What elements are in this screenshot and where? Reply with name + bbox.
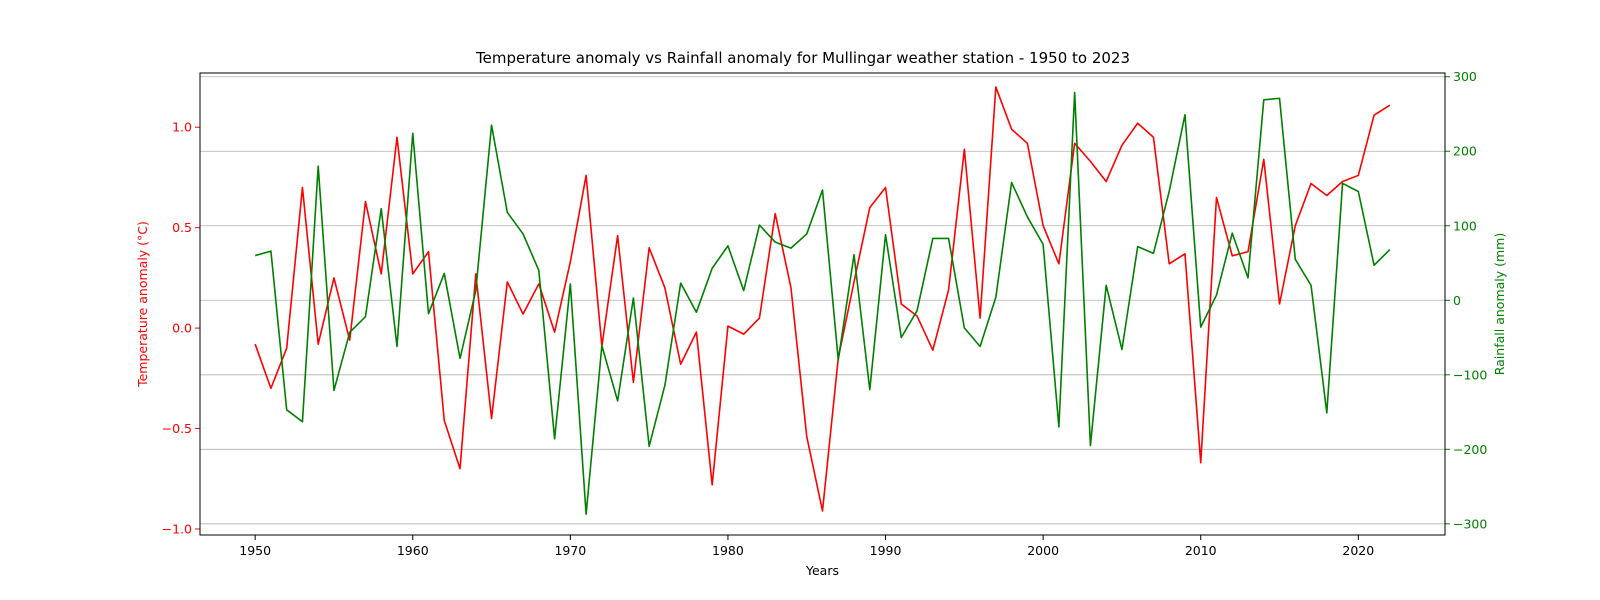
left-tick-label: 0.0 (172, 321, 192, 336)
right-tick-label: −300 (1453, 516, 1487, 531)
right-tick-label: 100 (1453, 218, 1477, 233)
x-axis-title: Years (805, 563, 839, 578)
left-tick-label: 0.5 (172, 220, 192, 235)
right-tick-label: 300 (1453, 69, 1477, 84)
right-tick-label: −100 (1453, 367, 1487, 382)
x-tick-label: 2010 (1185, 543, 1217, 558)
left-tick-label: 1.0 (172, 120, 192, 135)
axes: 1950 1960 1970 1980 1990 2000 2010 2020−1.0−0.5… (162, 69, 1488, 558)
left-tick-label: −0.5 (162, 421, 192, 436)
x-tick-label: 1980 (712, 543, 744, 558)
rainfall-anomaly-line (254, 91, 1391, 515)
x-tick-label: 1950 (239, 543, 271, 558)
series-lines (254, 86, 1391, 515)
x-tick-label: 2000 (1027, 543, 1059, 558)
plot-frame (199, 72, 1446, 536)
x-tick-label: 1960 (397, 543, 429, 558)
grid-lines (200, 76, 1445, 525)
chart-title: Temperature anomaly vs Rainfall anomaly … (475, 49, 1130, 67)
left-axis-title: Temperature anomaly (°C) (135, 221, 150, 388)
right-tick-label: 200 (1453, 144, 1477, 159)
x-tick-label: 2020 (1342, 543, 1374, 558)
left-tick-label: −1.0 (162, 521, 192, 536)
temperature-anomaly-line (254, 86, 1391, 512)
x-tick-label: 1990 (870, 543, 902, 558)
right-tick-label: 0 (1453, 293, 1461, 308)
right-axis-title: Rainfall anomaly (mm) (1492, 233, 1507, 375)
x-tick-label: 1970 (554, 543, 586, 558)
right-tick-label: −200 (1453, 442, 1487, 457)
